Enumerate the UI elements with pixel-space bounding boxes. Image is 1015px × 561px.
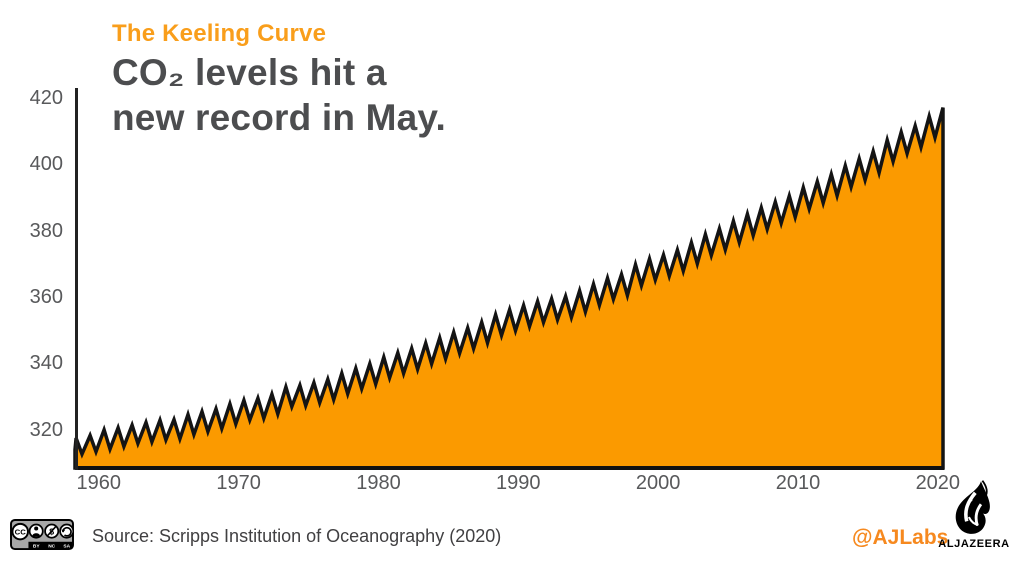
y-tick-label: 340 [29, 352, 63, 375]
chart-title-line2: new record in May. [112, 97, 446, 138]
y-tick-label: 320 [29, 418, 63, 441]
cc-by-label: BY [33, 544, 40, 550]
y-tick-label: 380 [29, 219, 63, 242]
cc-by-person-icon [28, 523, 44, 539]
co2-area-series [73, 107, 945, 470]
chart-kicker: The Keeling Curve [112, 20, 327, 47]
x-tick-label: 1990 [496, 472, 541, 494]
ajlabs-handle: @AJLabs [852, 526, 949, 549]
y-tick-label: 400 [29, 153, 63, 176]
source-credit: Source: Scripps Institution of Oceanogra… [92, 526, 502, 546]
x-tick-label: 1960 [76, 472, 122, 494]
cc-circle-label: CC [15, 528, 27, 537]
chart-title-line1: CO₂ levels hit a [112, 52, 387, 93]
chart-title: CO₂ levels hit a new record in May. [112, 50, 446, 140]
cc-by-nc-sa-badge-icon: CC $ BY NC SA [10, 519, 74, 550]
y-tick-label: 420 [29, 87, 63, 109]
x-tick-label: 2010 [775, 472, 821, 494]
y-tick-label: 360 [29, 286, 63, 309]
x-tick-label: 1980 [356, 472, 401, 494]
x-tick-label: 2020 [915, 472, 961, 494]
aljazeera-logo-flame-icon [955, 480, 990, 534]
cc-nc-label: NC [48, 544, 55, 550]
x-tick-label: 1970 [216, 472, 261, 494]
cc-sa-label: SA [63, 544, 70, 550]
aljazeera-wordmark: ALJAZEERA [938, 538, 1010, 550]
x-tick-label: 2000 [635, 472, 681, 494]
